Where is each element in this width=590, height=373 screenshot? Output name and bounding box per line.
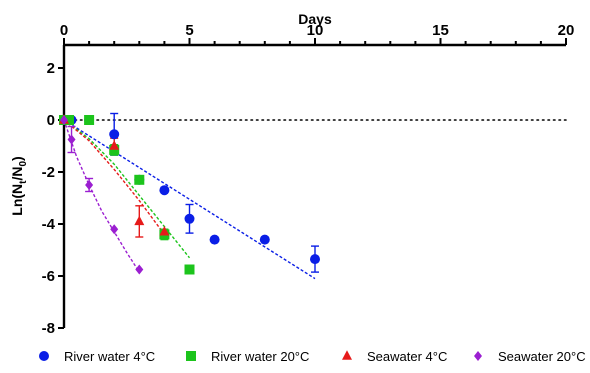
river-water-20c-point — [64, 115, 75, 125]
legend: River water 4°C River water 20°C Seawater … — [39, 349, 586, 364]
river-water-4c-point — [109, 129, 120, 140]
x-tick-label: 10 — [307, 22, 324, 39]
river-water-20c-fit-line — [63, 119, 191, 259]
error-bars — [67, 112, 319, 273]
legend-label: Seawater 20°C — [498, 349, 586, 364]
fit-lines — [63, 119, 316, 280]
seawater-4c-point — [109, 140, 120, 150]
legend-circle-icon — [39, 351, 49, 361]
seawater-4c-point — [159, 226, 170, 236]
legend-label: River water 20°C — [211, 349, 309, 364]
seawater-4c-fit-line — [63, 119, 165, 235]
legend-triangle-icon — [342, 350, 352, 360]
x-tick-label: 0 — [60, 22, 68, 39]
y-tick-label: 2 — [47, 60, 55, 77]
legend-item-seawater-20c: Seawater 20°C — [474, 349, 586, 364]
x-ticks: 0 5 10 15 20 — [60, 22, 575, 45]
seawater-20c-point — [67, 134, 76, 145]
y-axis-title-sub-0: 0 — [18, 161, 29, 167]
legend-item-river-water-4c: River water 4°C — [39, 349, 155, 364]
legend-label: Seawater 4°C — [367, 349, 447, 364]
river-water-4c-point — [310, 254, 320, 265]
legend-label: River water 4°C — [64, 349, 155, 364]
river-water-4c-fit-line — [63, 119, 316, 280]
seawater-20c-point — [85, 180, 94, 190]
river-water-20c-point — [134, 174, 145, 185]
legend-item-seawater-4c: Seawater 4°C — [342, 349, 447, 364]
y-axis-title-part-3: ) — [9, 156, 25, 161]
y-axis-title-part-2: /N — [9, 167, 25, 181]
axes — [62, 43, 566, 328]
legend-item-river-water-20c: River water 20°C — [186, 349, 309, 364]
seawater-4c-point — [134, 215, 145, 226]
y-tick-label: 0 — [47, 112, 55, 129]
data-points — [59, 114, 320, 275]
y-axis-title-part-1: Ln(N — [9, 184, 25, 216]
seawater-20c-point — [60, 115, 68, 125]
x-tick-label: 5 — [185, 22, 193, 39]
y-tick-label: -8 — [42, 320, 55, 337]
river-water-20c-point — [84, 115, 95, 125]
x-axis-title: Days — [298, 11, 332, 27]
legend-square-icon — [186, 351, 196, 361]
y-tick-label: -6 — [42, 268, 55, 285]
y-ticks: 2 0 -2 -4 -6 -8 — [42, 60, 64, 337]
seawater-20c-point — [110, 224, 119, 235]
river-water-4c-point — [259, 234, 270, 245]
seawater-20c-point — [135, 264, 144, 275]
x-tick-label: 15 — [432, 22, 449, 39]
y-tick-label: -4 — [42, 216, 56, 233]
y-axis-title: Ln(Nt/N0) — [9, 156, 29, 215]
seawater-20c-fit-line — [63, 119, 140, 273]
river-water-4c-point — [159, 185, 170, 196]
legend-diamond-icon — [474, 351, 482, 361]
river-water-20c-point — [109, 144, 120, 155]
river-water-4c-point — [184, 213, 195, 224]
river-water-4c-point — [209, 234, 220, 245]
x-tick-label: 20 — [558, 22, 575, 39]
y-axis-title-sub-t: t — [18, 180, 29, 184]
river-water-20c-point — [184, 264, 195, 275]
y-tick-label: -2 — [42, 164, 55, 181]
